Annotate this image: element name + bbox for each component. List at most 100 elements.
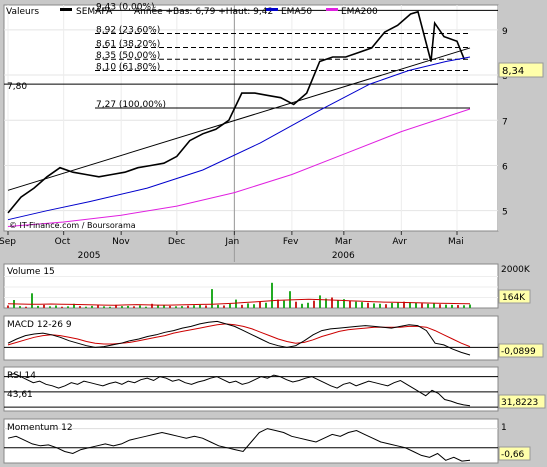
credit-text: © IT-Finance.com / Boursorama: [9, 221, 136, 230]
volume-bar: [133, 306, 135, 308]
volume-bar: [343, 299, 345, 308]
price-y-tick: 9: [502, 27, 508, 37]
x-tick-label: Sep: [0, 237, 16, 247]
volume-bar: [295, 301, 297, 308]
volume-bar: [103, 306, 105, 308]
momentum-panel: [3, 418, 499, 464]
series-ema50: [7, 56, 471, 221]
x-tick-label: Fev: [283, 237, 299, 247]
volume-bar: [91, 305, 93, 308]
volume-last-box: [498, 289, 531, 304]
volume-bar: [97, 305, 99, 308]
rsi-left-label: 43,61: [7, 390, 33, 400]
ema200-swatch: [326, 8, 338, 11]
price-gridlines: [4, 5, 498, 262]
legend-ema50: EMA50: [281, 7, 312, 17]
volume-bar: [355, 301, 357, 308]
fib-label: 7,27 (100,00%): [96, 100, 166, 110]
momentum-top-label: 1: [501, 423, 507, 433]
volume-bar: [463, 305, 465, 308]
volume-bar: [349, 300, 351, 308]
x-tick-label: Mar: [335, 237, 352, 247]
fib-label: 8,10 (61,80%): [96, 63, 160, 73]
x-tick-label: Mai: [448, 237, 464, 247]
x-tick-label: Oct: [55, 237, 71, 247]
momentum-last-label: -0,66: [501, 450, 525, 460]
volume-bar: [55, 305, 57, 308]
volume-bar: [115, 304, 117, 308]
series-semapa: [7, 10, 466, 214]
volume-bar: [241, 304, 243, 308]
volume-bar: [433, 303, 435, 308]
macd-series: [7, 320, 471, 356]
volume-last-label: 164K: [502, 293, 526, 303]
volume-bar: [277, 299, 279, 308]
last-price-box: [498, 62, 544, 78]
volume-bar: [151, 303, 153, 308]
price-y-tick: 5: [502, 208, 508, 218]
volume-bar: [313, 300, 315, 308]
x-axis: Sep Oct Nov Dec Jan Fev Mar Avr Mai 2005 2006: [0, 231, 464, 261]
volume-panel: [3, 263, 499, 309]
momentum-last-box: [498, 446, 531, 461]
volume-bar: [379, 303, 381, 308]
volume-bar: [325, 298, 327, 308]
fib-label: 8,61 (38,20%): [96, 39, 160, 49]
macd-signal-line: [7, 323, 471, 348]
volume-bar: [73, 303, 75, 308]
volume-bar: [451, 304, 453, 308]
volume-bar: [403, 301, 405, 308]
volume-gridlines: [4, 276, 498, 298]
volume-bar: [157, 304, 159, 308]
momentum-series: [7, 428, 471, 462]
volume-bar: [25, 306, 27, 308]
volume-bar: [85, 306, 87, 308]
ticker-swatch: [60, 8, 72, 11]
volume-bar: [385, 304, 387, 308]
macd-last-box: [498, 343, 544, 358]
trendline: [7, 47, 471, 191]
x-tick-label: Avr: [392, 237, 407, 247]
volume-top-label: 2000K: [501, 265, 531, 275]
rsi-panel: [3, 366, 499, 412]
x-tick-label: Nov: [112, 237, 130, 247]
volume-bar: [307, 302, 309, 308]
volume-bar: [271, 282, 273, 308]
x-tick-label: Dec: [168, 237, 185, 247]
volume-bar: [127, 305, 129, 308]
volume-bar: [49, 306, 51, 308]
volume-bar: [121, 306, 123, 308]
legend-ema200: EMA200: [341, 7, 378, 17]
volume-bar: [337, 300, 339, 308]
volume-bar: [283, 300, 285, 308]
volume-bar: [367, 302, 369, 308]
volume-bar: [247, 303, 249, 308]
volume-bar: [265, 302, 267, 308]
rsi-gridlines: [4, 376, 498, 408]
volume-bar: [181, 306, 183, 308]
volume-bar: [301, 303, 303, 308]
price-y-tick: 7: [502, 117, 508, 127]
volume-ma-line: [7, 298, 471, 306]
volume-bar: [37, 305, 39, 308]
volume-bar: [391, 302, 393, 308]
macd-last-label: -0,0899: [501, 347, 536, 357]
volume-bar: [187, 305, 189, 308]
volume-bar: [439, 304, 441, 308]
header-range: Année +Bas: 6,79 +Haut: 9,42: [134, 6, 273, 17]
volume-bar: [223, 305, 225, 308]
momentum-title: Momentum 12: [7, 423, 73, 433]
last-price-label: 8,34: [502, 66, 524, 77]
volume-bar: [259, 301, 261, 308]
year-label: 2005: [78, 251, 101, 261]
level-label: 7,80: [7, 82, 27, 92]
volume-bar: [67, 306, 69, 308]
price-series: [7, 10, 471, 227]
volume-average: [7, 298, 471, 306]
macd-line: [7, 320, 471, 356]
volume-bar: [175, 306, 177, 308]
volume-bar: [163, 305, 165, 308]
volume-bar: [169, 305, 171, 308]
price-panel: [3, 4, 499, 232]
